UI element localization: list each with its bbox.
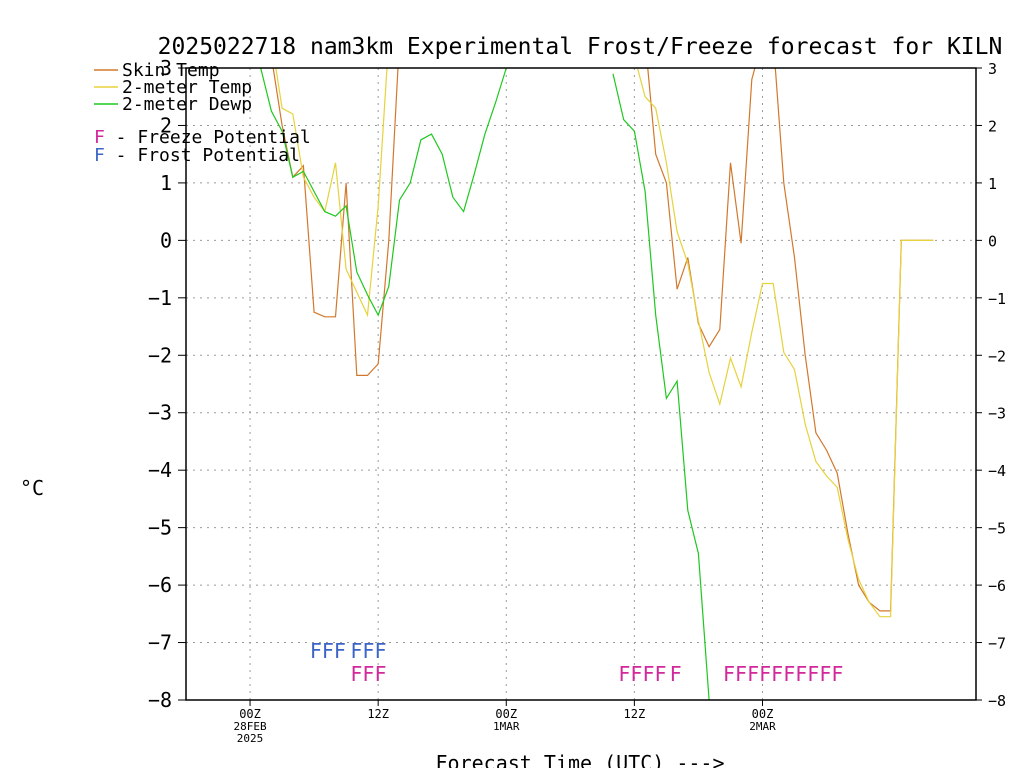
y-tick-label-right: −3: [988, 405, 1006, 423]
legend-label: 2-meter Temp: [122, 77, 252, 98]
freeze-marker: F: [670, 662, 682, 686]
x-tick-label: 00Z: [752, 707, 774, 721]
y-tick-label-left: −8: [148, 688, 172, 712]
frost-marker: FFF: [310, 639, 346, 663]
x-tick-label: 12Z: [367, 707, 389, 721]
y-tick-label-right: −5: [988, 520, 1006, 538]
chart-title: 2025022718 nam3km Experimental Frost/Fre…: [158, 34, 1003, 60]
y-tick-label-left: 1: [160, 171, 172, 195]
y-tick-label-left: 0: [160, 228, 172, 252]
legend-symbol-text: - Freeze Potential: [105, 127, 311, 148]
series-line-2-meter-dewp: [260, 68, 507, 317]
freeze-marker: FFFF: [618, 662, 666, 686]
y-tick-label-right: 0: [988, 232, 997, 250]
y-tick-label-left: 3: [160, 56, 172, 80]
legend-symbol-letter: F: [94, 145, 105, 166]
legend-symbol-label: F - Frost Potential: [94, 145, 300, 166]
y-tick-label-left: −6: [148, 573, 172, 597]
y-tick-label-right: 1: [988, 175, 997, 193]
y-tick-label-right: −4: [988, 462, 1006, 480]
frost-freeze-markers: FFF FFFFFF FFFF F FFFFFFFFFF: [310, 639, 844, 686]
y-axis-right: 3 2 1 0 −1 −2 −3 −4 −5 −6 −7 −8: [976, 60, 1006, 710]
series-line-2-meter-dewp: [612, 73, 710, 700]
y-tick-label-right: 3: [988, 60, 997, 78]
legend-symbol-label: F - Freeze Potential: [94, 127, 311, 148]
y-axis-left: 3 2 1 0 −1 −2 −3 −4 −5 −6 −7 −8: [148, 56, 186, 712]
plot-area: FFF FFFFFF FFFF F FFFFFFFFFF: [185, 67, 977, 701]
legend-label: Skin Temp: [122, 60, 220, 81]
y-tick-label-left: −1: [148, 286, 172, 310]
legend-symbol-letter: F: [94, 127, 105, 148]
y-tick-label-left: −7: [148, 631, 172, 655]
x-axis-label: Forecast Time (UTC) --->: [436, 751, 725, 768]
y-tick-label-right: −1: [988, 290, 1006, 308]
x-tick-date-label: 2MAR: [749, 720, 776, 733]
x-tick-label: 12Z: [624, 707, 646, 721]
plot-frame: [185, 67, 977, 701]
y-tick-label-right: −8: [988, 692, 1006, 710]
frost-marker: FFF: [350, 639, 386, 663]
y-tick-label-left: −3: [148, 401, 172, 425]
series-line-skin-temp: [272, 68, 399, 376]
x-tick-label: 00Z: [495, 707, 517, 721]
y-axis-label: °C: [20, 476, 44, 500]
freeze-marker: FFF: [350, 662, 386, 686]
series-lines: [260, 68, 934, 700]
freeze-marker: FFFFFFFFFF: [723, 662, 843, 686]
legend-symbol-text: - Frost Potential: [105, 145, 300, 166]
x-tick-date-label: 1MAR: [493, 720, 520, 733]
y-tick-label-right: 2: [988, 117, 997, 135]
x-tick-label: 00Z: [239, 707, 261, 721]
x-tick-year-label: 2025: [237, 732, 264, 745]
y-tick-label-right: −6: [988, 577, 1006, 595]
legend-label: 2-meter Dewp: [122, 94, 252, 115]
y-tick-label-right: −7: [988, 635, 1006, 653]
y-tick-label-left: −5: [148, 516, 172, 540]
y-tick-label-left: −2: [148, 343, 172, 367]
series-line-2-meter-temp: [275, 68, 388, 318]
y-tick-label-left: 2: [160, 113, 172, 137]
gridlines: [186, 68, 976, 700]
x-tick-date-label: 28FEB: [233, 720, 266, 733]
series-line-2-meter-temp: [636, 68, 934, 618]
y-tick-label-right: −2: [988, 347, 1006, 365]
y-tick-label-left: −4: [148, 458, 172, 482]
